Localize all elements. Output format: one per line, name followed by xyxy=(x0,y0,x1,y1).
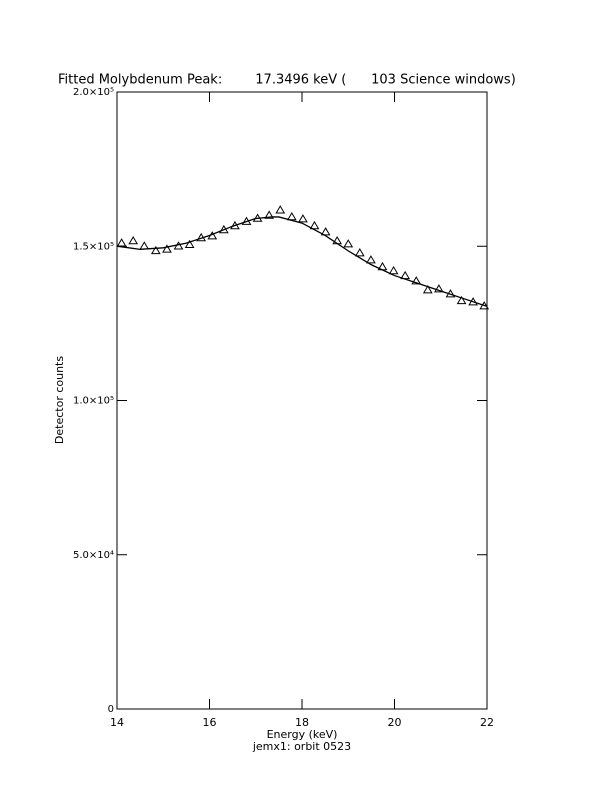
note: jemx1: orbit 0523 xyxy=(252,740,351,753)
data-point xyxy=(388,265,399,275)
x-tick-label: 18 xyxy=(295,716,309,729)
x-tick-label: 14 xyxy=(110,716,124,729)
data-point xyxy=(411,276,422,285)
data-point xyxy=(162,244,172,253)
x-tick-label: 22 xyxy=(480,716,494,729)
data-point xyxy=(116,238,127,247)
x-axis-label: Energy (keV) xyxy=(267,728,338,741)
data-point xyxy=(343,239,354,248)
data-point xyxy=(456,295,467,305)
chart-title: Fitted Molybdenum Peak: 17.3496 keV ( 10… xyxy=(58,73,516,88)
data-point xyxy=(264,210,275,219)
data-point xyxy=(434,284,444,293)
data-point xyxy=(128,236,139,245)
y-tick-label: 1.5×10⁵ xyxy=(73,241,114,252)
data-point xyxy=(184,239,195,249)
data-point xyxy=(150,245,161,255)
data-point xyxy=(275,205,286,214)
y-tick-label: 1.0×10⁵ xyxy=(73,396,114,407)
data-point xyxy=(354,248,365,257)
data-point xyxy=(320,227,331,236)
x-tick-label: 16 xyxy=(203,716,217,729)
data-point xyxy=(366,255,376,264)
data-point xyxy=(298,214,308,223)
y-tick-label: 0 xyxy=(108,704,114,715)
y-tick-label: 2.0×10⁵ xyxy=(73,87,114,98)
x-tick-label: 20 xyxy=(388,716,402,729)
y-tick-label: 5.0×10⁴ xyxy=(73,550,114,561)
data-point xyxy=(422,285,433,294)
y-axis-label: Detector counts xyxy=(53,356,66,444)
data-point xyxy=(309,220,320,230)
fit-line xyxy=(116,216,488,308)
